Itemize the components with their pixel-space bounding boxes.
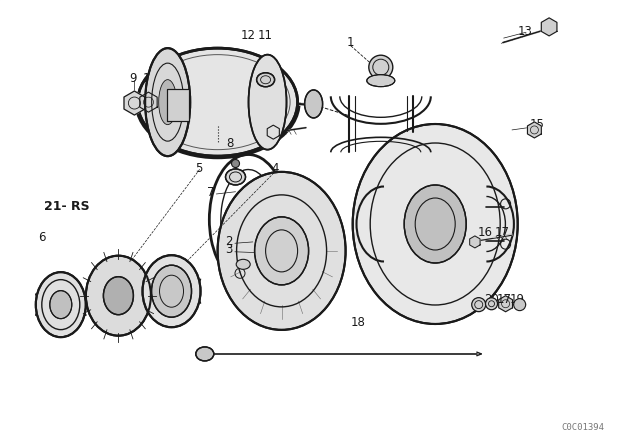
Ellipse shape [104,277,133,314]
Ellipse shape [50,291,72,319]
Text: 5: 5 [195,161,202,175]
Text: C0C01394: C0C01394 [561,423,604,432]
Polygon shape [499,296,513,312]
Ellipse shape [404,185,466,263]
Text: 2: 2 [225,234,233,248]
Ellipse shape [225,169,246,185]
Polygon shape [541,18,557,36]
Text: 11: 11 [258,29,273,43]
Circle shape [486,298,497,310]
Text: 19: 19 [509,293,525,306]
Text: 8: 8 [227,137,234,150]
Polygon shape [268,125,279,139]
Ellipse shape [248,55,287,150]
Circle shape [232,159,239,168]
Text: 10: 10 [143,72,158,85]
Text: 9: 9 [129,72,137,85]
Text: 7: 7 [207,186,215,199]
Circle shape [472,297,486,312]
Ellipse shape [218,172,346,330]
Ellipse shape [353,124,518,324]
Text: 6: 6 [38,231,45,244]
Text: 12: 12 [241,29,256,43]
Circle shape [369,55,393,79]
Ellipse shape [86,256,151,336]
Ellipse shape [257,73,275,87]
Text: 18: 18 [351,316,366,329]
Polygon shape [124,91,145,115]
Text: 21- RS: 21- RS [44,199,89,213]
Text: 14: 14 [252,118,267,131]
Bar [167,89,189,121]
Ellipse shape [159,80,177,125]
Ellipse shape [305,90,323,118]
Ellipse shape [236,259,250,269]
Ellipse shape [367,75,395,86]
Bar [167,89,189,121]
Ellipse shape [152,265,191,317]
Text: 17: 17 [497,293,512,306]
Text: 3: 3 [225,243,233,257]
Text: 1: 1 [347,36,355,49]
Text: 13: 13 [517,25,532,38]
Ellipse shape [143,255,200,327]
Ellipse shape [255,217,308,285]
Polygon shape [470,236,480,248]
Text: 17: 17 [495,226,510,240]
Ellipse shape [145,48,190,156]
Polygon shape [140,92,157,112]
Ellipse shape [138,48,298,156]
Ellipse shape [36,272,86,337]
Text: 20: 20 [484,293,499,306]
Polygon shape [527,122,541,138]
Text: 4: 4 [271,161,279,175]
Circle shape [514,299,525,310]
Text: 16: 16 [477,226,493,240]
Ellipse shape [196,347,214,361]
Text: 15: 15 [530,118,545,131]
